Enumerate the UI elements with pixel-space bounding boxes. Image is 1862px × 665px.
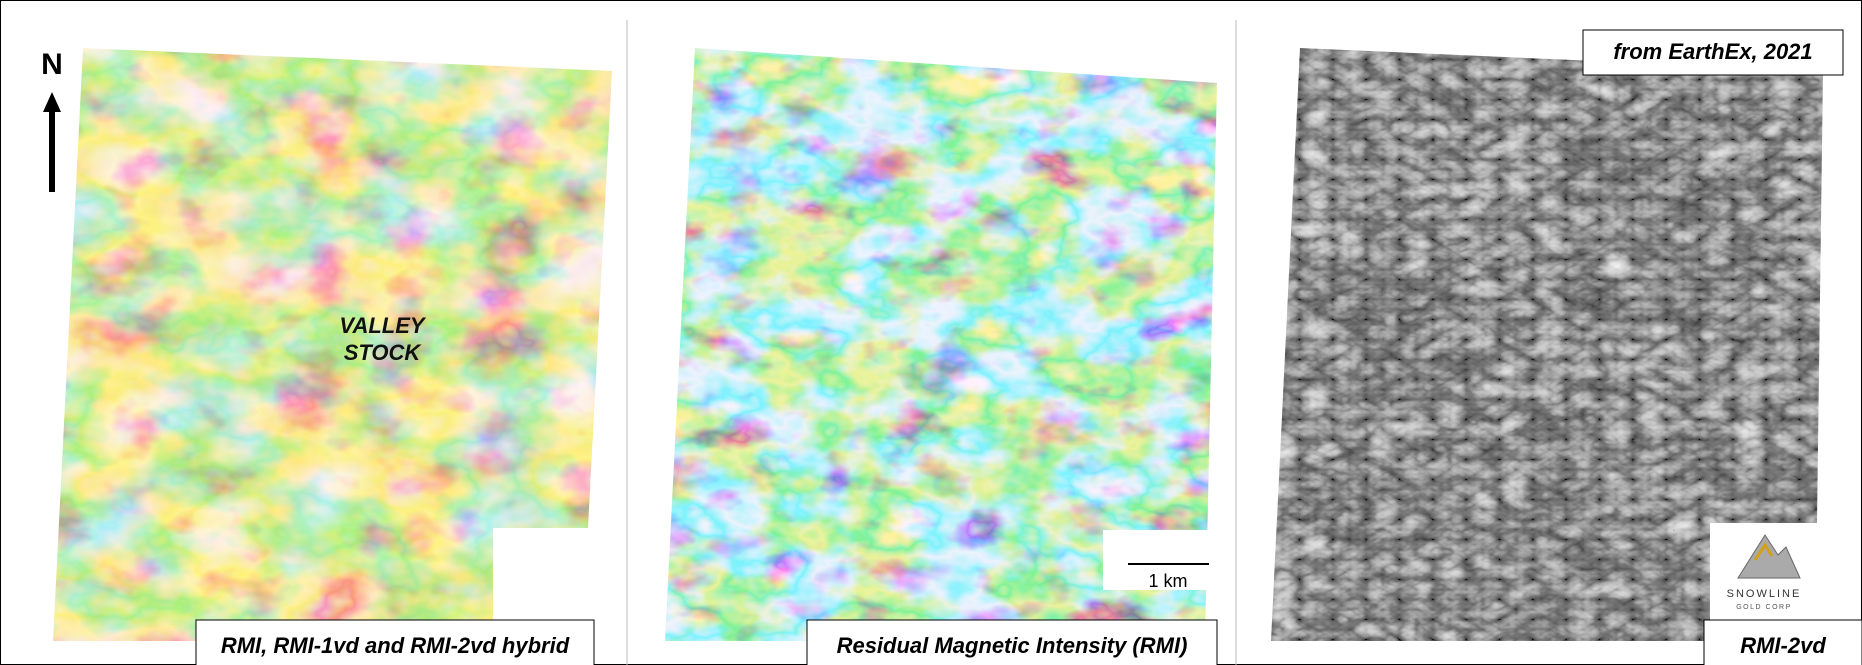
caption: RMI, RMI-1vd and RMI-2vd hybrid [221,633,570,658]
logo-accent [1753,542,1774,561]
caption-box [195,619,595,665]
caption-box [1703,619,1862,665]
map-hybrid [53,48,612,641]
logo-subtitle: GOLD CORP [1736,604,1792,611]
source-box [1582,29,1844,76]
caption: Residual Magnetic Intensity (RMI) [837,633,1188,658]
scale-box [1103,530,1223,590]
scale-label: 1 km [1148,571,1187,591]
logo-mark [1737,534,1801,579]
caption-box [806,619,1218,665]
source: from EarthEx, 2021 [1613,39,1812,64]
north-arrow [43,92,61,192]
caption: RMI-2vd [1740,633,1826,658]
valley-label: STOCK [344,340,423,365]
logo-name: SNOWLINE [1727,588,1802,600]
valley-label: VALLEY [339,313,426,338]
north-label: N [41,48,63,81]
